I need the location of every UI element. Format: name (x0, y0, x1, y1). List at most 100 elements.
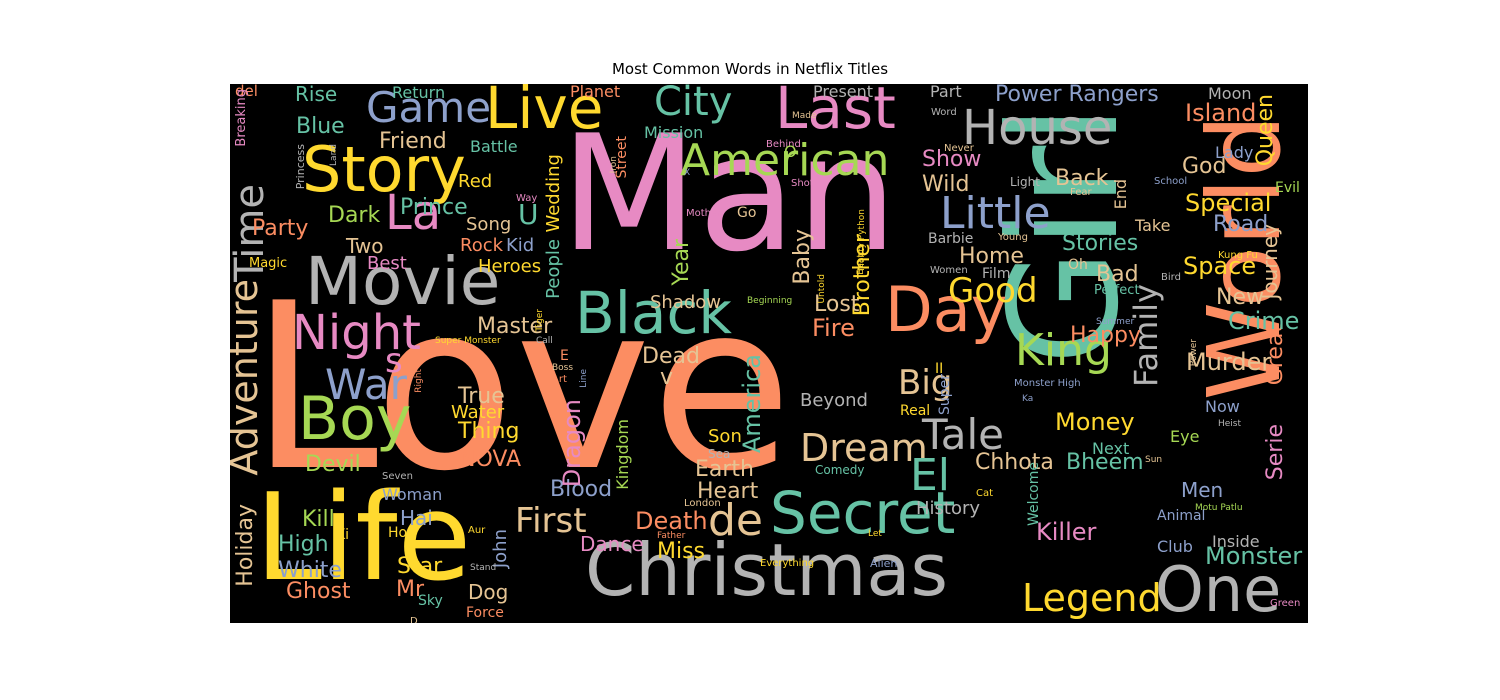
word-father: Father (657, 531, 686, 541)
word-alien: Alien (870, 557, 898, 570)
word-boy: Boy (298, 384, 412, 454)
word-good: Good (948, 271, 1038, 311)
word-dark: Dark (328, 203, 381, 228)
word-last: Last (775, 84, 896, 142)
word-road: Road (1213, 212, 1269, 237)
word-o: O (784, 142, 797, 161)
word-star: Star (397, 554, 443, 579)
word-men: Men (1181, 478, 1224, 502)
word-king: King (1015, 325, 1112, 376)
word-night: Night (292, 305, 421, 361)
word-de: de (708, 495, 763, 546)
word-rise: Rise (295, 84, 338, 106)
word-song: Song (466, 214, 512, 235)
word-beyond: Beyond (800, 390, 868, 411)
word-film: Film (982, 266, 1011, 282)
word-miss: Miss (657, 539, 706, 564)
word-red: Red (458, 171, 493, 192)
word-v: v (660, 365, 674, 390)
word-monster: Monster (1205, 542, 1303, 570)
word-party: Party (252, 216, 309, 241)
word-death: Death (635, 507, 708, 535)
word-young: Young (998, 232, 1028, 243)
word-ki: Ki (336, 527, 350, 543)
word-america: America (738, 354, 766, 453)
word-holiday: Holiday (233, 504, 258, 587)
word-lost: Lost (814, 292, 860, 317)
word-welcome: Welcome (1026, 462, 1042, 527)
word-let: Let (868, 529, 882, 539)
word-aur: Aur (468, 525, 486, 536)
word-prince: Prince (400, 195, 468, 220)
word-del: del (235, 84, 258, 100)
word-magic: Magic (249, 256, 288, 271)
word-mr: Mr (396, 577, 425, 602)
word-man: Man (560, 100, 898, 287)
word-best: Best (367, 253, 407, 274)
word-history: History (916, 498, 981, 519)
word-show: Show (922, 147, 982, 172)
word-wild: Wild (922, 172, 970, 197)
word-true: True (458, 384, 505, 409)
word-mother: Mother (686, 208, 722, 219)
word-cat: Cat (976, 488, 994, 499)
word-london: London (684, 498, 721, 509)
word-evil: Evil (1275, 180, 1300, 196)
word-lady: Lady (1215, 143, 1254, 162)
word-dragon: Dragon (558, 399, 586, 488)
word-never: Never (944, 143, 974, 154)
word-serie: Serie (1263, 424, 1288, 481)
word-bheem: Bheem (1066, 450, 1144, 475)
word-fire: Fire (812, 314, 855, 342)
word-space: Space (1183, 252, 1257, 280)
word-summer: Summer (1096, 317, 1135, 327)
word-end: End (1111, 179, 1130, 210)
word-green: Green (1270, 598, 1301, 609)
word-super: Super (937, 374, 953, 416)
word-tale: Tale (922, 410, 1004, 459)
word-son: Son (708, 426, 742, 447)
word-animal: Animal (1157, 508, 1206, 524)
chart-title: Most Common Words in Netflix Titles (611, 60, 889, 78)
word-hai: Hai (400, 506, 433, 530)
word-movie: Movie (305, 243, 501, 320)
word-baby: Baby (790, 229, 815, 285)
word-bad: Bad (1096, 262, 1139, 287)
word-first: First (515, 501, 587, 541)
word-force: Force (466, 605, 504, 621)
word-sun: Sun (1145, 455, 1163, 465)
word-present: Present (813, 84, 874, 101)
word-heroes: Heroes (478, 256, 542, 277)
word-fear: Fear (1070, 187, 1092, 198)
word-story: Story (302, 133, 466, 206)
word-take: Take (1135, 216, 1171, 235)
word-dog: Dog (468, 580, 509, 604)
word-art: Art (552, 374, 567, 385)
word-dream: Dream (800, 426, 928, 470)
word-blood: Blood (550, 477, 613, 502)
word-rock: Rock (460, 235, 504, 256)
word-american: American (680, 135, 890, 186)
word-s: s (385, 341, 403, 381)
word-god: God (1182, 154, 1227, 179)
word-home: Home (959, 244, 1024, 269)
word-chhota: Chhota (975, 450, 1054, 475)
word-year: Year (669, 239, 694, 286)
word-breaking: Breaking (234, 89, 249, 147)
word-sea: Sea (708, 447, 731, 461)
word-kingdom: Kingdom (613, 419, 632, 490)
word-bird: Bird (1161, 272, 1181, 283)
word-d: D (410, 616, 418, 624)
word-two: Two (346, 234, 384, 258)
word-shot: Shot (791, 178, 814, 189)
word-next: Next (1092, 439, 1130, 458)
word-cloud: Love Man Girl Life World Christmas Movie One Sto… (230, 84, 1308, 623)
word-monty-python: Monty Python (857, 209, 867, 271)
word-house: House (962, 100, 1113, 156)
word-nova: NOVA (459, 447, 522, 472)
word-earth: Earth (695, 457, 754, 482)
word-back: Back (1055, 166, 1109, 191)
word-motu-patlu: Motu Patlu (1195, 503, 1243, 513)
word-big: Big (898, 363, 953, 403)
word-dance: Dance (580, 532, 644, 556)
